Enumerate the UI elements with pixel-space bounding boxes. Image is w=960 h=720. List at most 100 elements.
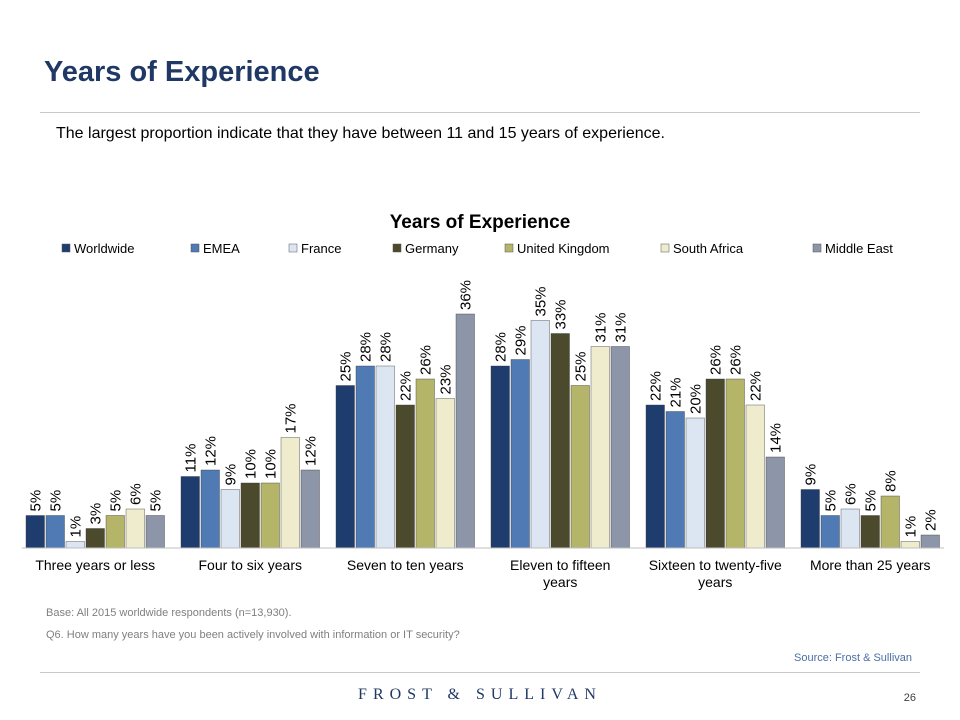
page-title: Years of Experience — [44, 56, 320, 88]
bar-emea — [45, 515, 65, 549]
bar-united-kingdom — [105, 515, 125, 549]
bar-france — [685, 417, 705, 549]
page-number: 26 — [903, 692, 916, 704]
bar-france — [375, 365, 395, 549]
data-label: 11% — [182, 444, 199, 473]
source-note: Source: Frost & Sullivan — [794, 652, 912, 664]
data-label: 31% — [612, 312, 629, 342]
bar-middle-east — [300, 469, 320, 549]
data-label: 33% — [552, 299, 569, 329]
data-label: 26% — [417, 345, 434, 375]
bar-emea — [665, 411, 685, 549]
base-note: Base: All 2015 worldwide respondents (n=… — [46, 607, 292, 619]
bar-france — [530, 320, 550, 549]
brand-logo: FROST & SULLIVAN — [358, 686, 602, 703]
category-label: years — [698, 574, 732, 590]
data-label: 31% — [592, 312, 609, 342]
years-of-experience-chart: Years of Experience Worldwide EMEA France G… — [22, 212, 944, 590]
legend-swatch-south-africa — [660, 243, 670, 253]
data-label: 6% — [127, 483, 144, 505]
data-label: 14% — [767, 423, 784, 453]
data-label: 26% — [707, 345, 724, 375]
category-label: years — [543, 574, 577, 590]
legend-swatch-united-kingdom — [504, 243, 514, 253]
category-label: Three years or less — [35, 557, 155, 573]
bar-middle-east — [920, 534, 940, 549]
bar-emea — [820, 515, 840, 549]
bar-south-africa — [590, 346, 610, 549]
data-label: 23% — [437, 364, 454, 394]
legend-swatch-middle-east — [812, 243, 822, 253]
legend-label-south-africa: South Africa — [673, 241, 744, 256]
data-label: 10% — [242, 449, 259, 479]
category-label: Sixteen to twenty-five — [649, 557, 782, 573]
data-label: 9% — [222, 464, 239, 486]
question-note: Q6. How many years have you been activel… — [46, 629, 460, 641]
data-label: 8% — [882, 470, 899, 492]
bar-emea — [510, 359, 530, 549]
bar-south-africa — [280, 437, 300, 549]
bar-worldwide — [180, 476, 200, 549]
data-label: 28% — [377, 332, 394, 362]
bar-worldwide — [25, 515, 45, 549]
bar-south-africa — [745, 404, 765, 549]
category-label: Seven to ten years — [347, 557, 464, 573]
legend-label-emea: EMEA — [203, 241, 240, 256]
data-label: 10% — [262, 449, 279, 479]
legend-label-united-kingdom: United Kingdom — [517, 241, 610, 256]
bar-south-africa — [125, 508, 145, 549]
legend-label-worldwide: Worldwide — [74, 241, 134, 256]
data-label: 25% — [572, 351, 589, 381]
data-label: 22% — [397, 371, 414, 401]
bar-worldwide — [800, 489, 820, 549]
legend-swatch-worldwide — [61, 243, 71, 253]
legend-swatch-france — [288, 243, 298, 253]
chart-title: Years of Experience — [390, 212, 571, 233]
bar-united-kingdom — [415, 378, 435, 549]
bar-worldwide — [335, 385, 355, 549]
bar-germany — [705, 378, 725, 549]
bar-germany — [395, 404, 415, 549]
bar-germany — [860, 515, 880, 549]
slide-subtitle: The largest proportion indicate that the… — [56, 125, 665, 142]
bar-germany — [550, 333, 570, 549]
data-label: 9% — [802, 464, 819, 486]
data-label: 3% — [87, 503, 104, 525]
bar-france — [840, 508, 860, 549]
data-label: 22% — [647, 371, 664, 401]
data-label: 28% — [492, 332, 509, 362]
bar-france — [220, 489, 240, 549]
bar-middle-east — [145, 515, 165, 549]
data-label: 20% — [687, 384, 704, 414]
data-label: 5% — [822, 490, 839, 512]
legend-label-france: France — [301, 241, 341, 256]
bar-worldwide — [490, 365, 510, 549]
bar-south-africa — [900, 541, 920, 549]
data-label: 1% — [67, 516, 84, 538]
bar-middle-east — [610, 346, 630, 549]
data-label: 5% — [862, 490, 879, 512]
legend-label-germany: Germany — [405, 241, 459, 256]
bar-middle-east — [765, 456, 785, 549]
bar-emea — [355, 365, 375, 549]
data-label: 22% — [747, 371, 764, 401]
bar-emea — [200, 469, 220, 549]
x-axis-labels: Three years or less Four to six years Seve… — [35, 557, 930, 590]
bar-united-kingdom — [570, 385, 590, 549]
data-label: 26% — [727, 345, 744, 375]
bar-germany — [85, 528, 105, 549]
data-label: 17% — [282, 403, 299, 433]
data-label: 5% — [27, 490, 44, 512]
data-label: 12% — [202, 436, 219, 466]
data-label: 5% — [47, 490, 64, 512]
data-label: 1% — [902, 516, 919, 538]
chart-legend: Worldwide EMEA France Germany United Kingdom… — [61, 241, 893, 256]
data-label: 5% — [147, 490, 164, 512]
data-label: 25% — [337, 351, 354, 381]
bar-united-kingdom — [880, 495, 900, 549]
category-label: Four to six years — [199, 557, 302, 573]
data-label: 2% — [922, 509, 939, 531]
bar-worldwide — [645, 404, 665, 549]
data-label: 21% — [667, 377, 684, 407]
data-label: 36% — [457, 280, 474, 310]
